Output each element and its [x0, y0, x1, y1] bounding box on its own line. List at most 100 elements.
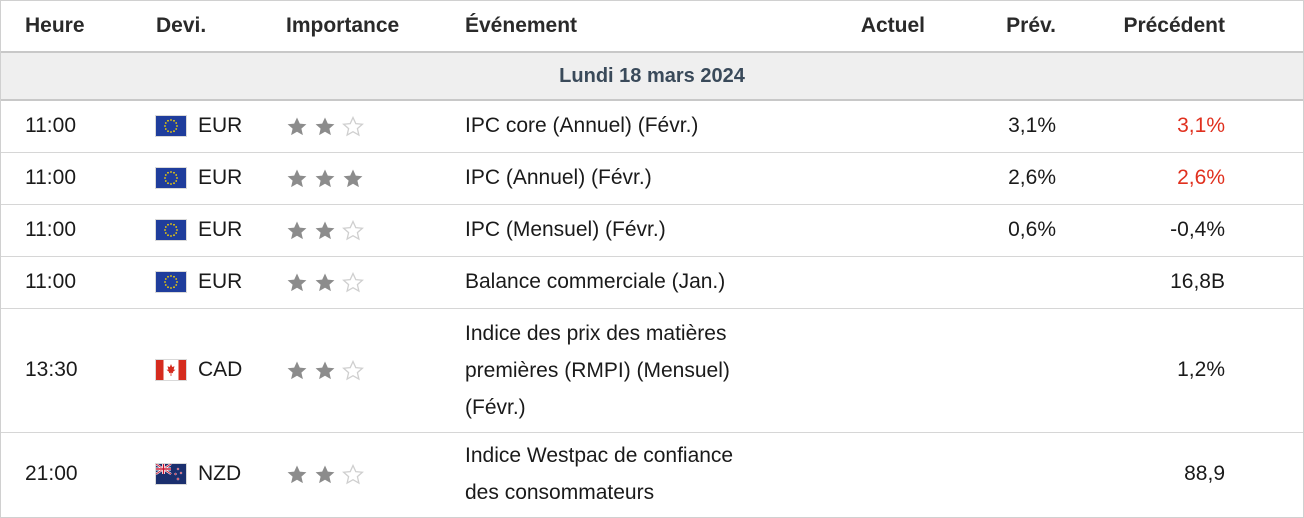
event-importance — [286, 256, 465, 309]
header-spacer — [1225, 1, 1303, 53]
event-currency-cell: CAD — [156, 308, 286, 433]
event-actual — [835, 204, 925, 257]
event-currency: CAD — [198, 358, 243, 381]
event-importance — [286, 100, 465, 153]
star-filled-icon — [314, 360, 336, 381]
eu-flag-icon — [156, 116, 186, 137]
table-header: Heure Devi. Importance Événement Actuel … — [1, 1, 1303, 53]
event-name-cell[interactable]: Balance commerciale (Jan.) — [465, 256, 835, 309]
event-currency: NZD — [198, 462, 242, 486]
event-time: 21:00 — [25, 462, 78, 486]
event-previous: 3,1% — [1056, 100, 1225, 153]
event-name-line: (Févr.) — [465, 395, 526, 419]
event-currency: EUR — [198, 166, 243, 189]
star-filled-icon — [314, 464, 336, 485]
event-actual — [835, 152, 925, 205]
star-empty-icon — [342, 219, 364, 241]
event-name-cell[interactable]: Indice Westpac de confiance des consommat… — [465, 432, 835, 516]
event-forecast: 2,6% — [925, 152, 1056, 205]
event-previous: -0,4% — [1056, 204, 1225, 257]
row-spacer — [1225, 100, 1303, 153]
event-time: 11:00 — [1, 152, 156, 205]
event-currency-cell: EUR — [156, 256, 286, 309]
event-actual — [835, 256, 925, 309]
event-time: 11:00 — [1, 256, 156, 309]
header-currency[interactable]: Devi. — [156, 1, 286, 53]
event-currency-cell: EUR — [156, 152, 286, 205]
event-currency: EUR — [198, 218, 243, 241]
eu-flag-icon — [156, 272, 186, 292]
star-empty-icon — [342, 115, 364, 137]
eu-flag-icon — [156, 220, 186, 240]
star-filled-icon — [314, 116, 336, 137]
star-filled-icon — [314, 168, 336, 189]
event-name: IPC (Annuel) (Févr.) — [465, 166, 652, 189]
event-previous: 1,2% — [1056, 308, 1225, 433]
table-row[interactable]: 21:00 NZD Indice Westpac de confiance des… — [1, 432, 1303, 516]
event-currency-cell: NZD — [156, 432, 286, 516]
star-empty-icon — [342, 271, 364, 293]
event-currency-cell: EUR — [156, 204, 286, 257]
star-filled-icon — [286, 116, 308, 137]
event-name-cell[interactable]: IPC (Mensuel) (Févr.) — [465, 204, 835, 257]
header-event[interactable]: Événement — [465, 1, 835, 53]
event-name: Balance commerciale (Jan.) — [465, 270, 726, 293]
event-name-line: premières (RMPI) (Mensuel) — [465, 358, 730, 382]
canada-flag-icon — [156, 360, 186, 380]
event-name-cell[interactable]: IPC core (Annuel) (Févr.) — [465, 100, 835, 153]
star-filled-icon — [286, 360, 308, 381]
event-previous: 88,9 — [1184, 462, 1225, 486]
event-currency: EUR — [198, 270, 243, 293]
header-previous[interactable]: Précédent — [1056, 1, 1225, 53]
header-importance[interactable]: Importance — [286, 1, 465, 53]
table-row[interactable]: 11:00 EUR IPC core (Annuel) (Févr.) 3,1%… — [1, 100, 1303, 153]
event-importance — [286, 204, 465, 257]
table-row[interactable]: 11:00 EUR Balance commerciale (Jan.) 16,… — [1, 256, 1303, 309]
row-spacer — [1225, 432, 1303, 516]
event-actual — [835, 100, 925, 153]
event-forecast — [925, 256, 1056, 309]
row-spacer — [1225, 308, 1303, 433]
star-filled-icon — [314, 272, 336, 293]
event-name: IPC core (Annuel) (Févr.) — [465, 114, 699, 138]
star-filled-icon — [286, 464, 308, 485]
star-filled-icon — [314, 220, 336, 241]
date-label: Lundi 18 mars 2024 — [1, 52, 1303, 101]
event-forecast: 3,1% — [925, 100, 1056, 153]
event-previous: 16,8B — [1056, 256, 1225, 309]
star-empty-icon — [342, 359, 364, 381]
table-row[interactable]: 11:00 EUR IPC (Mensuel) (Févr.) 0,6% -0,… — [1, 204, 1303, 257]
event-currency-cell: EUR — [156, 100, 286, 153]
event-importance — [286, 152, 465, 205]
event-time: 11:00 — [1, 204, 156, 257]
new-zealand-flag-icon — [156, 464, 186, 485]
event-importance — [286, 308, 465, 433]
event-actual — [835, 432, 925, 516]
header-time[interactable]: Heure — [1, 1, 156, 53]
event-time: 11:00 — [1, 100, 156, 153]
event-name-line: des consommateurs — [465, 481, 655, 505]
row-spacer — [1225, 256, 1303, 309]
row-spacer — [1225, 152, 1303, 205]
row-spacer — [1225, 204, 1303, 257]
event-forecast: 0,6% — [925, 204, 1056, 257]
event-forecast — [925, 308, 1056, 433]
event-forecast — [925, 432, 1056, 516]
star-filled-icon — [286, 272, 308, 293]
table-row[interactable]: 11:00 EUR IPC (Annuel) (Févr.) 2,6% 2,6% — [1, 152, 1303, 205]
event-currency: EUR — [198, 114, 243, 138]
event-name-line: Indice Westpac de confiance — [465, 444, 734, 468]
header-actual[interactable]: Actuel — [835, 1, 925, 53]
table-row[interactable]: 13:30 CAD Indice des prix des matières pr… — [1, 308, 1303, 433]
event-name-cell[interactable]: IPC (Annuel) (Févr.) — [465, 152, 835, 205]
star-filled-icon — [342, 168, 364, 189]
event-name: IPC (Mensuel) (Févr.) — [465, 218, 666, 241]
header-forecast[interactable]: Prév. — [925, 1, 1056, 53]
date-row: Lundi 18 mars 2024 — [1, 52, 1303, 101]
event-actual — [835, 308, 925, 433]
event-name-cell[interactable]: Indice des prix des matières premières (R… — [465, 308, 835, 433]
star-filled-icon — [286, 220, 308, 241]
star-filled-icon — [286, 168, 308, 189]
